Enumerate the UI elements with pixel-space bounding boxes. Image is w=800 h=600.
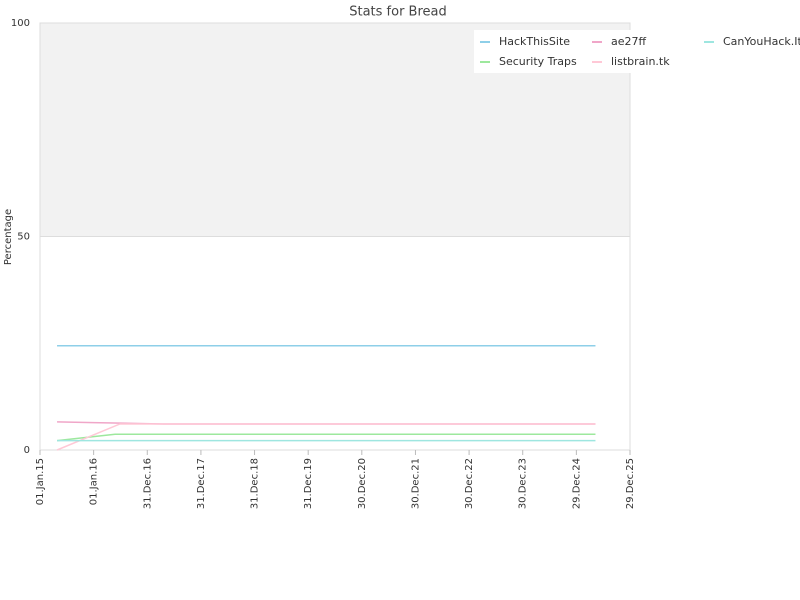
legend-label: CanYouHack.It [723,35,800,48]
series-line [56,423,596,451]
x-tick-label: 31.Dec.19 [303,458,314,509]
x-tick-label: 29.Dec.25 [625,458,636,509]
x-tick-label: 30.Dec.23 [518,458,529,509]
legend-label: Security Traps [499,55,577,68]
x-tick-label: 31.Dec.18 [250,458,261,509]
chart-title: Stats for Bread [349,5,447,20]
x-tick-label: 31.Dec.16 [142,458,153,509]
y-tick-label: 50 [17,232,30,243]
y-axis-label: Percentage [3,209,14,265]
legend-label: ae27ff [611,35,647,48]
y-tick-label: 100 [11,18,30,29]
x-tick-label: 30.Dec.20 [357,458,368,509]
legend-label: listbrain.tk [611,55,670,68]
x-tick-label: 01.Jan.16 [89,458,100,505]
x-tick-label: 30.Dec.22 [464,458,475,509]
series-line [56,433,596,442]
legend-label: HackThisSite [499,35,570,48]
y-tick-label: 0 [24,445,30,456]
x-tick-label: 31.Dec.17 [196,458,207,509]
x-tick-label: 01.Jan.15 [35,458,46,505]
x-tick-label: 30.Dec.21 [410,458,421,509]
x-tick-label: 29.Dec.24 [571,458,582,509]
legend [474,30,790,73]
